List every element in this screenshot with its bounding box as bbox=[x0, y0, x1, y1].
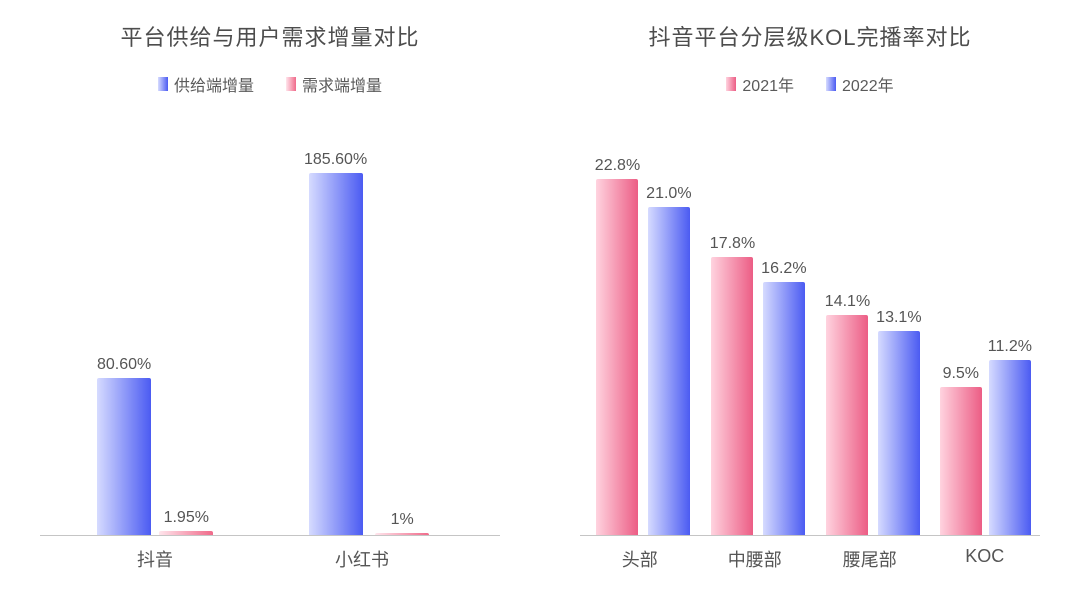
legend-swatch-demand bbox=[286, 77, 296, 91]
bar-value-label: 1% bbox=[391, 511, 414, 529]
bar-value-label: 9.5% bbox=[943, 365, 979, 383]
x-axis-label: 腰尾部 bbox=[843, 546, 897, 572]
bar bbox=[648, 207, 690, 535]
bar bbox=[878, 331, 920, 535]
x-axis-label: KOC bbox=[965, 546, 1004, 567]
bar-group: 185.60% 1% bbox=[304, 151, 429, 535]
bar-wrap: 11.2% bbox=[988, 338, 1032, 535]
bar bbox=[826, 315, 868, 535]
bar-group: 22.8% 21.0% bbox=[595, 157, 692, 535]
bar-value-label: 1.95% bbox=[164, 509, 209, 527]
bar-wrap: 16.2% bbox=[761, 260, 806, 535]
bar-wrap: 9.5% bbox=[940, 365, 982, 535]
left-chart-title: 平台供给与用户需求增量对比 bbox=[0, 20, 540, 52]
bar-wrap: 21.0% bbox=[646, 185, 691, 535]
legend-label-2022: 2022年 bbox=[842, 72, 894, 96]
bar-value-label: 17.8% bbox=[710, 235, 755, 253]
bar-wrap: 22.8% bbox=[595, 157, 640, 535]
legend-label-demand: 需求端增量 bbox=[302, 72, 382, 96]
bar-value-label: 14.1% bbox=[825, 293, 870, 311]
bar-value-label: 21.0% bbox=[646, 185, 691, 203]
bar bbox=[159, 531, 213, 535]
left-plot-area: 80.60% 1.95% 185.60% 1% bbox=[40, 116, 500, 536]
right-chart-legend: 2021年 2022年 bbox=[540, 72, 1080, 96]
legend-swatch-supply bbox=[158, 77, 168, 91]
bar-value-label: 16.2% bbox=[761, 260, 806, 278]
bar-value-label: 11.2% bbox=[988, 338, 1032, 356]
bar-wrap: 17.8% bbox=[710, 235, 755, 535]
bar bbox=[97, 378, 151, 535]
legend-label-supply: 供给端增量 bbox=[174, 72, 254, 96]
legend-swatch-2022 bbox=[826, 77, 836, 91]
left-x-labels: 抖音 小红书 bbox=[40, 546, 500, 576]
legend-swatch-2021 bbox=[726, 77, 736, 91]
legend-item-2022: 2022年 bbox=[826, 72, 894, 96]
left-chart-legend: 供给端增量 需求端增量 bbox=[0, 72, 540, 96]
legend-item-2021: 2021年 bbox=[726, 72, 794, 96]
right-chart-title: 抖音平台分层级KOL完播率对比 bbox=[540, 20, 1080, 52]
right-chart-panel: 抖音平台分层级KOL完播率对比 2021年 2022年 22.8% 21.0% 17… bbox=[540, 0, 1080, 592]
bar-wrap: 80.60% bbox=[97, 356, 151, 535]
bar bbox=[596, 179, 638, 535]
bar bbox=[711, 257, 753, 535]
bar-wrap: 1% bbox=[375, 511, 429, 535]
bar-wrap: 1.95% bbox=[159, 509, 213, 535]
bar-wrap: 13.1% bbox=[876, 309, 921, 535]
x-axis-label: 小红书 bbox=[335, 546, 389, 572]
bar-group: 80.60% 1.95% bbox=[97, 356, 213, 535]
bar-wrap: 185.60% bbox=[304, 151, 367, 535]
bar-group: 9.5% 11.2% bbox=[940, 338, 1032, 535]
bar-value-label: 80.60% bbox=[97, 356, 151, 374]
x-axis-label: 头部 bbox=[622, 546, 658, 572]
bar bbox=[309, 173, 363, 535]
right-x-labels: 头部 中腰部 腰尾部 KOC bbox=[580, 546, 1040, 576]
bar-value-label: 185.60% bbox=[304, 151, 367, 169]
legend-item-demand: 需求端增量 bbox=[286, 72, 382, 96]
bar bbox=[940, 387, 982, 535]
bar bbox=[763, 282, 805, 535]
legend-item-supply: 供给端增量 bbox=[158, 72, 254, 96]
legend-label-2021: 2021年 bbox=[742, 72, 794, 96]
bar-group: 17.8% 16.2% bbox=[710, 235, 807, 535]
bar-value-label: 22.8% bbox=[595, 157, 640, 175]
bar-group: 14.1% 13.1% bbox=[825, 293, 922, 535]
x-axis-label: 中腰部 bbox=[728, 546, 782, 572]
left-chart-panel: 平台供给与用户需求增量对比 供给端增量 需求端增量 80.60% 1.95% 185… bbox=[0, 0, 540, 592]
right-plot-area: 22.8% 21.0% 17.8% 16.2% 14.1% 13.1% 9.5% 11.2% bbox=[580, 116, 1040, 536]
bar bbox=[375, 533, 429, 535]
bar-wrap: 14.1% bbox=[825, 293, 870, 535]
bar bbox=[989, 360, 1031, 535]
bar-value-label: 13.1% bbox=[876, 309, 921, 327]
x-axis-label: 抖音 bbox=[137, 546, 173, 572]
